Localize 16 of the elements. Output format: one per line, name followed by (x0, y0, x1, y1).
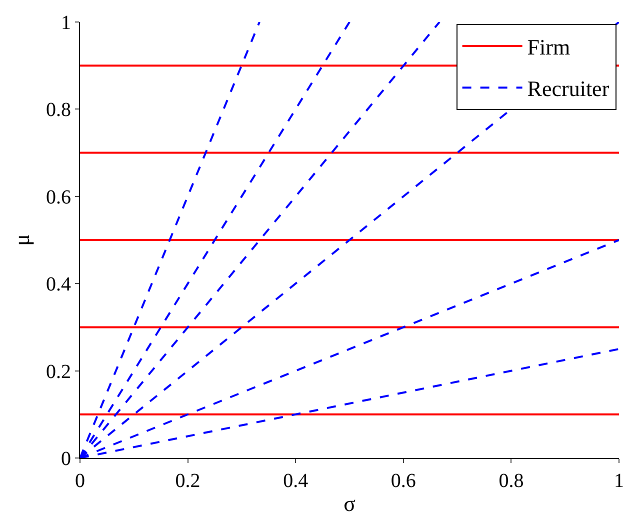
y-tick-label: 0.4 (46, 274, 71, 296)
legend-label: Recruiter (527, 76, 610, 102)
y-tick-label: 0 (61, 448, 71, 470)
y-tick-label: 0.8 (46, 99, 71, 122)
x-tick-label: 0.8 (498, 470, 524, 492)
x-axis-title: σ (344, 490, 356, 516)
x-tick-label: 1 (614, 470, 624, 492)
x-tick-label: 0 (75, 470, 85, 492)
x-tick-label: 0.2 (175, 470, 200, 492)
x-tick-label: 0.4 (283, 470, 308, 492)
legend-label: Firm (527, 34, 570, 60)
y-tick-label: 0.2 (46, 360, 71, 383)
y-axis-title: μ (8, 234, 34, 246)
y-tick-label: 1 (61, 12, 71, 34)
y-tick-label: 0.6 (46, 186, 71, 208)
x-tick-label: 0.6 (390, 470, 416, 492)
